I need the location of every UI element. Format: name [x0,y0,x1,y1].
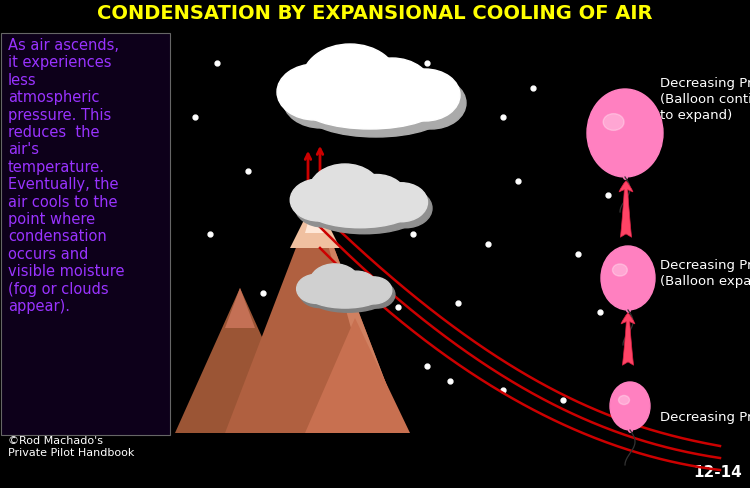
Ellipse shape [277,64,353,120]
Ellipse shape [290,179,347,221]
Ellipse shape [308,283,382,308]
Ellipse shape [610,382,650,430]
Ellipse shape [375,183,427,222]
Ellipse shape [297,274,336,304]
Ellipse shape [300,81,440,129]
Ellipse shape [336,271,377,303]
Polygon shape [305,318,410,433]
Text: 12-14: 12-14 [693,465,742,480]
Ellipse shape [306,89,446,137]
Ellipse shape [352,58,432,118]
Ellipse shape [619,395,629,405]
Text: ©Rod Machado's
Private Pilot Handbook: ©Rod Machado's Private Pilot Handbook [8,436,134,458]
Polygon shape [290,198,340,248]
Ellipse shape [312,198,417,234]
Ellipse shape [310,264,359,301]
Text: As air ascends,
it experiences
less
atmospheric
pressure. This
reduces  the
air': As air ascends, it experiences less atmo… [8,38,124,314]
Ellipse shape [283,72,359,128]
Ellipse shape [351,181,411,225]
Polygon shape [305,198,325,233]
Polygon shape [225,288,255,328]
Ellipse shape [302,44,398,116]
Polygon shape [175,288,305,433]
Ellipse shape [613,264,627,276]
Ellipse shape [587,89,663,177]
Ellipse shape [313,268,363,305]
Polygon shape [315,198,405,433]
Text: CONDENSATION BY EXPANSIONAL COOLING OF AIR: CONDENSATION BY EXPANSIONAL COOLING OF A… [98,4,652,23]
Ellipse shape [396,77,466,129]
Ellipse shape [300,279,339,307]
Text: Decreasing Pressure
(Balloon continuing
to expand): Decreasing Pressure (Balloon continuing … [660,78,750,122]
Ellipse shape [308,52,404,124]
Ellipse shape [390,69,460,121]
Ellipse shape [308,192,413,228]
FancyBboxPatch shape [0,0,750,32]
Ellipse shape [339,275,380,306]
FancyBboxPatch shape [1,33,170,435]
Ellipse shape [601,246,655,310]
Ellipse shape [358,66,438,126]
Ellipse shape [380,189,432,228]
Ellipse shape [314,170,386,224]
Text: Decreasing Pressure
(Balloon expanding): Decreasing Pressure (Balloon expanding) [660,259,750,287]
Text: Decreasing Pressure: Decreasing Pressure [660,411,750,425]
Polygon shape [225,198,405,433]
Ellipse shape [356,277,392,304]
Ellipse shape [309,164,381,218]
Ellipse shape [603,114,624,130]
Ellipse shape [346,175,406,220]
Ellipse shape [312,287,385,312]
Ellipse shape [358,281,395,308]
Ellipse shape [295,185,352,227]
